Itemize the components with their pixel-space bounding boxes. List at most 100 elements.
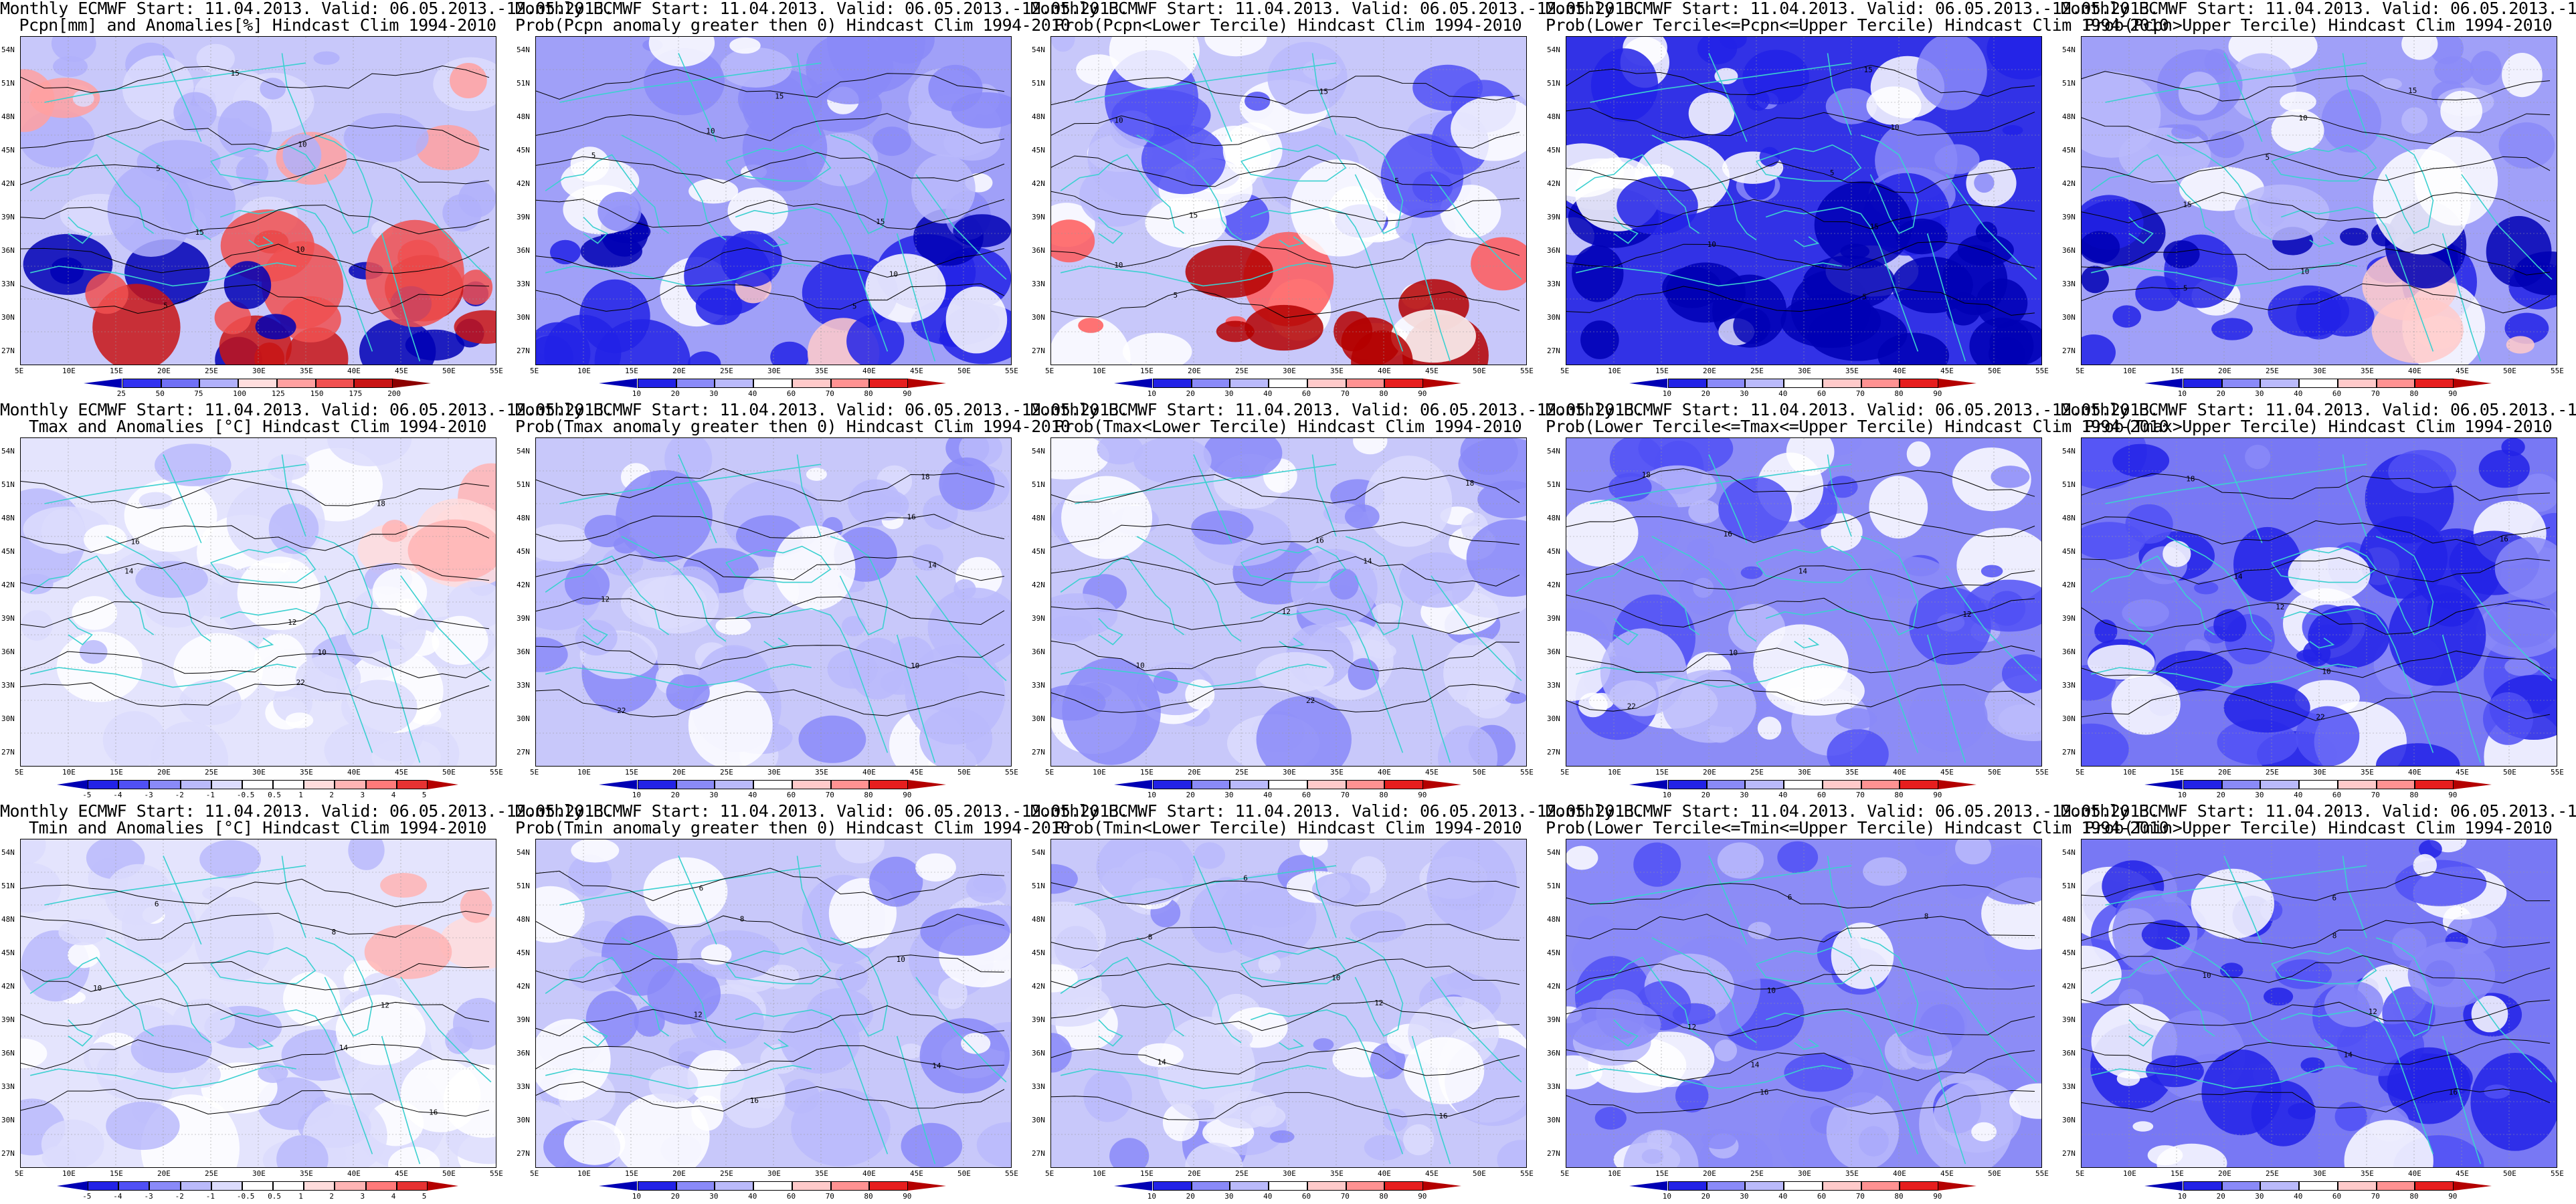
latitude-label: 48N [1,915,15,924]
longitude-label: 25E [1235,367,1249,375]
color-bar-label: -0.5 [236,1192,255,1201]
coastline [1576,1065,1842,1090]
field-patch [1594,1106,1627,1130]
color-bar-label: 10 [632,1192,642,1201]
color-bar-segment [1706,379,1746,388]
color-bar [599,780,947,789]
coastline [29,555,155,635]
longitude-label: 15E [1655,1169,1669,1178]
field-patch [107,163,195,257]
latitude-label: 30N [1032,714,1045,723]
field-patch [2506,336,2535,354]
color-bar-segment [1900,1181,1939,1191]
map-field: 15 10 5 15 10 5 [1051,37,1526,365]
latitude-label: 27N [1032,1149,1045,1158]
longitude-label: 5E [530,1169,539,1178]
coastline [763,637,790,649]
coastline [2223,53,2263,142]
field-patch [282,134,322,177]
latitude-label: 45N [1547,547,1560,556]
field-patch [2498,122,2555,169]
longitude-label: 40E [1378,768,1391,777]
color-bar-segment [2221,1181,2261,1191]
color-bar-segment [1629,1181,1668,1191]
field-patch [83,524,127,555]
longitude-label: 10E [62,1169,76,1178]
coastline [248,236,274,247]
field-patch [2470,51,2502,86]
field-patch [835,839,885,864]
color-bar-segment [161,379,200,388]
color-bar-segment [2337,1181,2377,1191]
coastline [2090,555,2215,635]
color-bar-label: 10 [632,389,642,398]
coastline [545,957,670,1037]
field-patch [202,886,228,900]
map-area: 15 10 5 15 10 5 [1050,36,1527,365]
coastline [163,53,202,142]
contour-line [21,910,490,941]
contour-label: 8 [332,928,337,936]
field-patch [1826,1092,1900,1167]
longitude-label: 5E [1560,367,1570,375]
field-patch [1051,864,1078,894]
color-bar-label: 90 [1418,389,1427,398]
longitude-label: 5E [530,768,539,777]
contour-line [1051,640,1520,672]
map-field: 6 8 10 12 14 16 [2082,839,2557,1167]
field-patch [2082,72,2161,158]
coastline [2375,937,2434,1037]
field-patch [1869,476,1928,539]
contour-line [2082,71,2551,102]
longitude-label: 55E [1005,1169,1018,1178]
coastline [1311,454,1337,537]
coastline [281,454,306,537]
panel-title: Monthly ECMWF Start: 11.04.2013. Valid: … [2061,0,2576,18]
color-bar-label: 60 [786,389,796,398]
coastline [106,134,211,241]
longitude-label: 30E [252,768,266,777]
color-bar-label: 70 [1855,791,1865,799]
longitude-label: 55E [2035,768,2049,777]
color-bar-label: 80 [2409,1192,2419,1201]
field-patch [919,707,993,766]
coastline [1765,607,1919,753]
coastline [583,216,608,244]
longitude-label: 40E [2408,768,2421,777]
longitude-label: 25E [205,367,218,375]
field-patch [1395,208,1456,246]
field-patch [2296,706,2360,766]
longitude-label: 15E [110,1169,123,1178]
field-patch [1578,916,1616,946]
color-bar-label: 40 [1263,1192,1273,1201]
color-bar-segment [335,780,366,789]
longitude-label: 15E [110,367,123,375]
color-bar-segment [2299,780,2338,789]
color-bar-arrow-right [1423,379,1462,388]
field-patch [1566,500,1639,567]
longitude-label: 5E [15,1169,24,1178]
field-patch [806,468,827,481]
color-bar-label: -2 [175,1192,184,1201]
field-patch [976,1122,1011,1167]
longitude-label: 30E [1798,1169,1811,1178]
map-area: 18 16 14 12 10 22 [1050,437,1527,767]
coastline [1575,957,1700,1037]
field-patch [889,636,934,678]
latitude-label: 45N [517,146,530,155]
field-patch [1566,631,1611,702]
latitude-label: 36N [1547,246,1560,255]
contour-label: 15 [1870,223,1879,231]
longitude-label: 25E [1235,768,1249,777]
coastline [2090,154,2215,234]
contour-label: 10 [1729,649,1738,658]
panel-title: Monthly ECMWF Start: 11.04.2013. Valid: … [0,801,614,821]
contour-line [2082,113,2551,144]
color-bar-label: 90 [1418,791,1427,799]
contour-label: 6 [155,900,159,908]
coastline [1345,937,1404,1037]
color-bar-label: -5 [82,791,92,799]
longitude-label: 50E [442,768,456,777]
field-patch [806,988,874,1037]
